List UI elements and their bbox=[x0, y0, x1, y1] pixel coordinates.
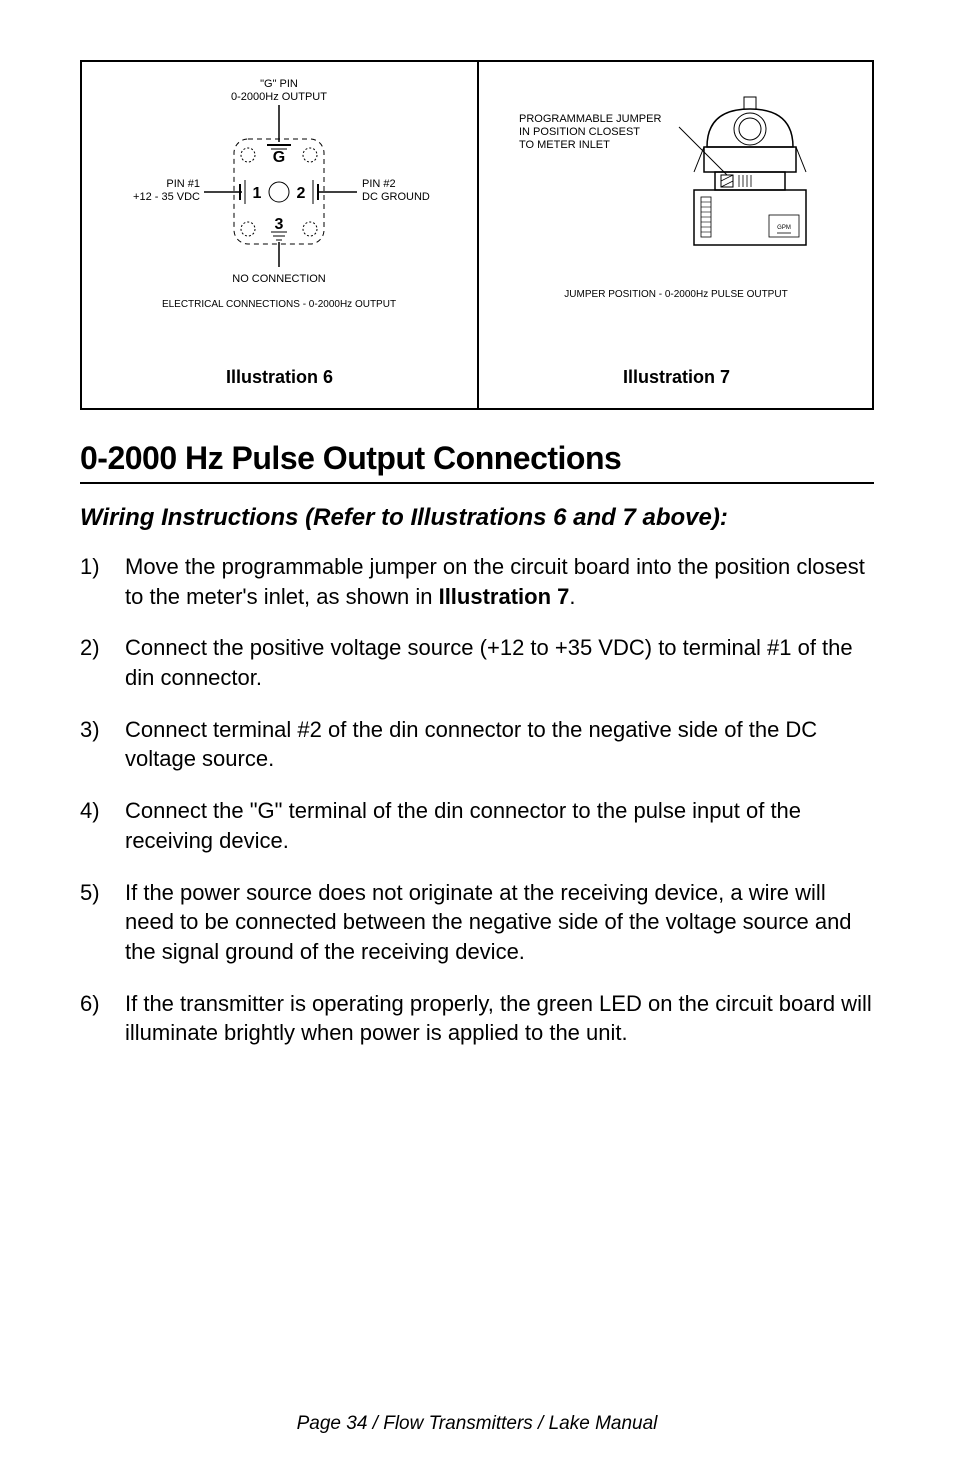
jumper-label-3: TO METER INLET bbox=[519, 139, 610, 151]
pin1-label-2: +12 - 35 VDC bbox=[133, 191, 200, 203]
connector-1-glyph: 1 bbox=[253, 185, 262, 202]
right-diagram-caption: JUMPER POSITION - 0-2000Hz PULSE OUTPUT bbox=[564, 289, 787, 300]
diagram-left-panel: "G" PIN 0-2000Hz OUTPUT PIN #1 +12 - 35 … bbox=[82, 62, 479, 408]
step-2: Connect the positive voltage source (+12… bbox=[80, 633, 874, 692]
illustration-7-label: Illustration 7 bbox=[479, 352, 874, 408]
pin1-label-1: PIN #1 bbox=[166, 178, 200, 190]
g-pin-label-2: 0-2000Hz OUTPUT bbox=[231, 91, 327, 103]
pin2-label-2: DC GROUND bbox=[362, 191, 430, 203]
subsection-title: Wiring Instructions (Refer to Illustrati… bbox=[80, 504, 874, 532]
illustration-6-label: Illustration 6 bbox=[82, 352, 477, 408]
wiring-steps-list: Move the programmable jumper on the circ… bbox=[80, 552, 874, 1048]
jumper-label-1: PROGRAMMABLE JUMPER bbox=[519, 113, 661, 125]
page-footer: Page 34 / Flow Transmitters / Lake Manua… bbox=[0, 1413, 954, 1435]
pin2-label-1: PIN #2 bbox=[362, 178, 396, 190]
jumper-position-diagram: PROGRAMMABLE JUMPER IN POSITION CLOSEST … bbox=[479, 62, 874, 352]
connector-2-glyph: 2 bbox=[297, 185, 306, 202]
connector-g-glyph: G bbox=[273, 149, 285, 166]
step-4: Connect the "G" terminal of the din conn… bbox=[80, 796, 874, 855]
left-diagram-caption: ELECTRICAL CONNECTIONS - 0-2000Hz OUTPUT bbox=[162, 299, 396, 310]
gpm-label: GPM bbox=[777, 225, 791, 231]
step-1: Move the programmable jumper on the circ… bbox=[80, 552, 874, 611]
diagram-container: "G" PIN 0-2000Hz OUTPUT PIN #1 +12 - 35 … bbox=[80, 60, 874, 410]
section-title: 0-2000 Hz Pulse Output Connections bbox=[80, 440, 874, 484]
step-3: Connect terminal #2 of the din connector… bbox=[80, 715, 874, 774]
connector-3-glyph: 3 bbox=[275, 216, 284, 233]
step-6: If the transmitter is operating properly… bbox=[80, 989, 874, 1048]
no-connection-label: NO CONNECTION bbox=[232, 273, 326, 285]
jumper-label-2: IN POSITION CLOSEST bbox=[519, 126, 640, 138]
step-5: If the power source does not originate a… bbox=[80, 878, 874, 967]
g-pin-label-1: "G" PIN bbox=[260, 78, 298, 90]
diagram-right-panel: PROGRAMMABLE JUMPER IN POSITION CLOSEST … bbox=[479, 62, 874, 408]
din-connector-diagram: "G" PIN 0-2000Hz OUTPUT PIN #1 +12 - 35 … bbox=[82, 62, 477, 352]
